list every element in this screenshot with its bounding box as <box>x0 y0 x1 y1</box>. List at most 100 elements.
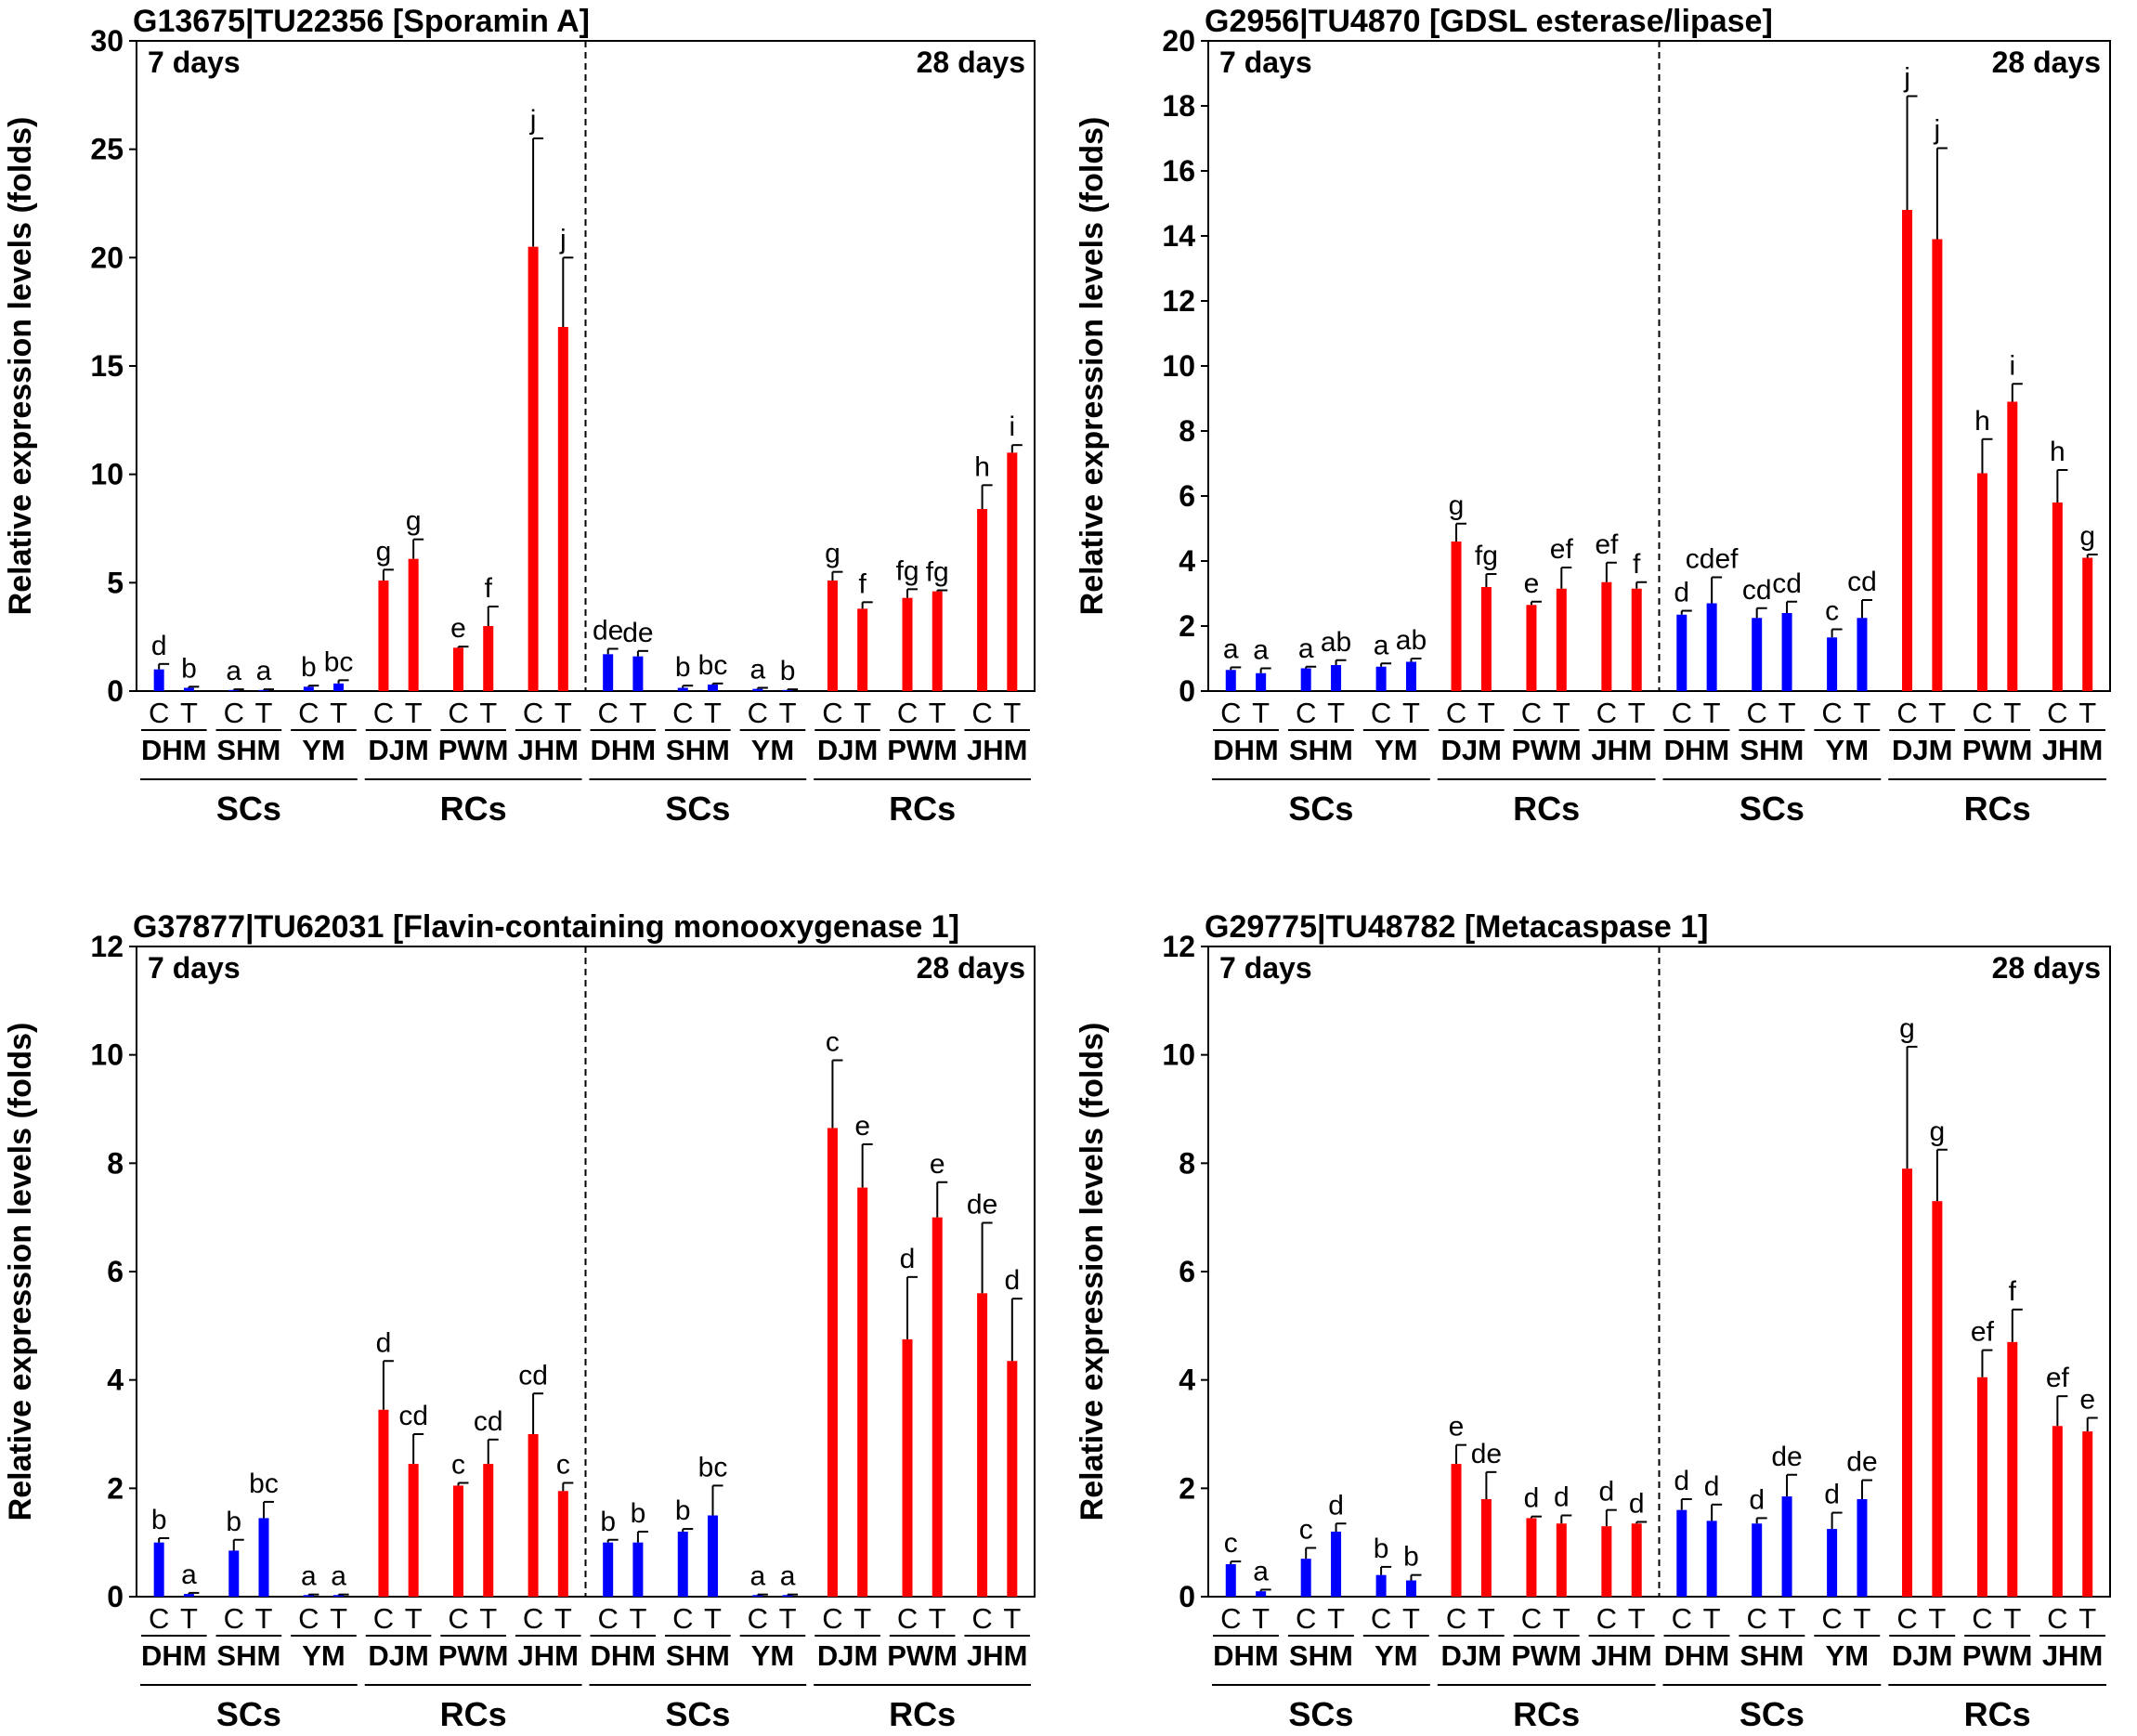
period-label-7-days: 7 days <box>148 951 241 985</box>
bar <box>1451 542 1462 691</box>
control-label: C <box>448 697 468 729</box>
treatment-label: T <box>554 697 572 729</box>
significance-letter: g <box>1930 1116 1946 1147</box>
y-tick-label: 0 <box>1179 1580 1195 1613</box>
significance-letter: g <box>2079 521 2095 552</box>
group-label: DJM <box>368 1639 428 1672</box>
treatment-label: T <box>1628 697 1646 729</box>
significance-letter: bc <box>249 1468 279 1499</box>
bar <box>1902 1168 1913 1597</box>
bar <box>1405 1580 1416 1597</box>
bar <box>483 1464 494 1597</box>
bar <box>483 626 494 691</box>
significance-letter: b <box>226 1507 241 1537</box>
treatment-label: T <box>629 697 646 729</box>
bar <box>632 656 644 691</box>
significance-letter: d <box>376 1327 392 1358</box>
significance-letter: b <box>1374 1534 1389 1564</box>
bar <box>1781 1496 1792 1597</box>
significance-letter: b <box>600 1507 616 1537</box>
bar <box>1932 1201 1943 1597</box>
control-label: C <box>1672 1602 1692 1635</box>
bar <box>453 647 464 691</box>
significance-letter: bc <box>324 646 354 677</box>
significance-letter: h <box>2050 437 2065 467</box>
bar <box>183 687 194 691</box>
group-label: PWM <box>1511 1639 1582 1672</box>
group-label: DHM <box>141 1639 207 1672</box>
y-tick-label: 6 <box>1179 479 1195 513</box>
group-label: JHM <box>517 734 578 766</box>
bar <box>977 509 988 691</box>
period-label-7-days: 7 days <box>1219 951 1312 985</box>
bar <box>1375 666 1387 691</box>
group-label: SHM <box>666 1639 730 1672</box>
group-label: JHM <box>967 734 1027 766</box>
y-tick-label: 4 <box>1179 544 1195 578</box>
significance-letter: cd <box>398 1401 428 1431</box>
control-label: C <box>298 697 319 729</box>
treatment-label: T <box>180 1602 198 1635</box>
y-tick-label: 0 <box>1179 674 1195 708</box>
control-label: C <box>1821 697 1842 729</box>
significance-letter: a <box>301 1561 317 1592</box>
control-label: C <box>672 697 693 729</box>
chart-title: G37877|TU62031 [Flavin-containing monoox… <box>133 909 959 945</box>
significance-letter: a <box>1374 630 1389 660</box>
bar <box>378 581 389 691</box>
y-tick-label: 18 <box>1162 89 1195 123</box>
type-label: SCs <box>665 1695 730 1733</box>
significance-letter: h <box>974 451 990 482</box>
bar <box>1827 637 1838 691</box>
treatment-label: T <box>779 1602 797 1635</box>
significance-letter: cd <box>1742 575 1772 606</box>
y-tick-label: 6 <box>107 1255 124 1288</box>
treatment-label: T <box>1003 1602 1021 1635</box>
significance-letter: a <box>1253 635 1269 666</box>
y-tick-label: 12 <box>90 930 124 963</box>
bar <box>827 1128 838 1597</box>
bar <box>1331 665 1342 691</box>
bar <box>603 654 614 691</box>
bar <box>1007 1361 1018 1597</box>
significance-letter: e <box>854 1111 870 1142</box>
significance-letter: d <box>1824 1480 1840 1510</box>
treatment-label: T <box>1003 697 1021 729</box>
treatment-label: T <box>255 1602 273 1635</box>
significance-letter: b <box>675 652 691 683</box>
type-label: SCs <box>1288 790 1353 828</box>
group-label: DJM <box>1440 734 1501 766</box>
bar <box>857 608 868 691</box>
group-label: SHM <box>1289 1639 1353 1672</box>
type-label: RCs <box>889 790 956 828</box>
significance-letter: b <box>301 652 317 683</box>
bar <box>258 1518 269 1597</box>
group-label: DHM <box>141 734 207 766</box>
significance-letter: fg <box>926 557 949 588</box>
bar <box>1225 1564 1236 1597</box>
bar <box>1007 452 1018 691</box>
treatment-label: T <box>1703 697 1721 729</box>
significance-letter: cd <box>474 1406 503 1437</box>
bar <box>1225 670 1236 691</box>
y-tick-label: 12 <box>1162 930 1195 963</box>
control-label: C <box>1371 697 1391 729</box>
control-label: C <box>1896 1602 1917 1635</box>
control-label: C <box>971 697 992 729</box>
significance-letter: d <box>1674 578 1689 608</box>
group-label: JHM <box>1591 1639 1651 1672</box>
group-label: YM <box>751 1639 795 1672</box>
control-label: C <box>1371 1602 1391 1635</box>
y-tick-label: 4 <box>1179 1364 1195 1397</box>
bar <box>1256 672 1267 691</box>
significance-letter: f <box>1633 549 1641 580</box>
bar <box>603 1542 614 1597</box>
chart-title: G13675|TU22356 [Sporamin A] <box>133 4 590 39</box>
bar <box>2082 557 2093 691</box>
group-label: JHM <box>1591 734 1651 766</box>
significance-letter: b <box>631 1498 646 1529</box>
y-tick-label: 15 <box>90 349 124 383</box>
significance-letter: a <box>181 1560 197 1590</box>
treatment-label: T <box>479 697 497 729</box>
